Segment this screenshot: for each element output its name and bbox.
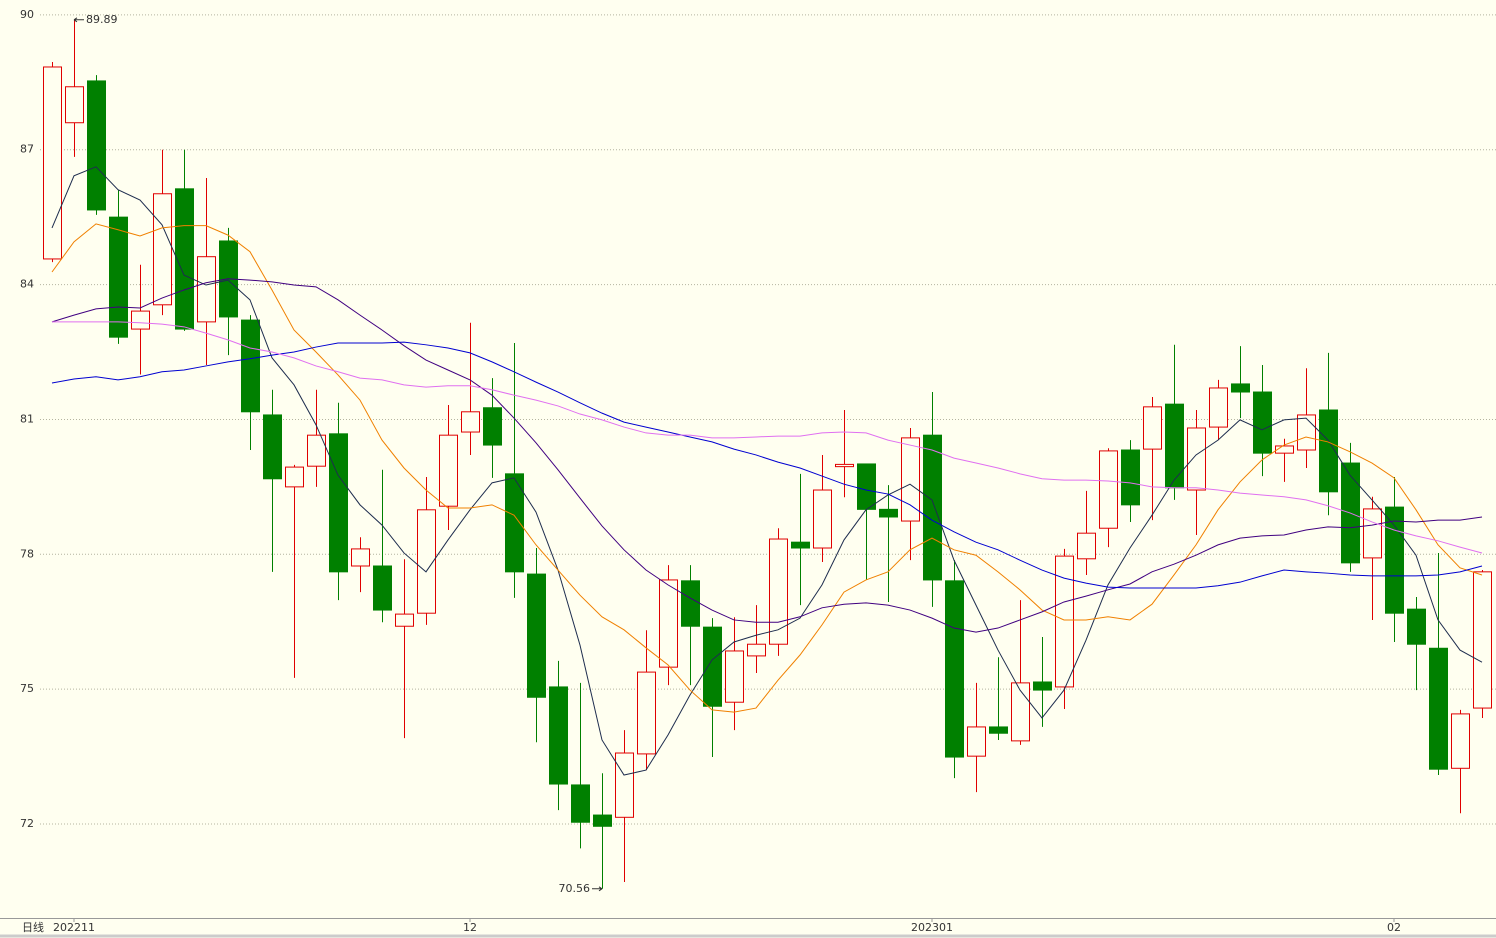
candle-body <box>351 548 370 567</box>
annotation-label: 70.56 <box>559 882 591 895</box>
candle-body <box>439 434 458 507</box>
y-tick-label: 75 <box>20 682 34 695</box>
moving-average-line <box>51 223 1483 713</box>
y-tick-label: 78 <box>20 547 34 560</box>
candle-body <box>747 643 766 657</box>
annotation-label: 89.89 <box>86 13 118 26</box>
candle-body <box>791 541 810 549</box>
candle-body <box>527 573 546 698</box>
candle-body <box>1319 409 1338 493</box>
candle-body <box>615 752 634 818</box>
candle-body <box>1165 403 1184 489</box>
moving-average-line <box>51 278 1483 633</box>
candle-body <box>1231 383 1250 393</box>
annotation-arrow <box>592 886 603 892</box>
candle-body <box>835 463 854 468</box>
candle-body <box>857 463 876 510</box>
candle-body <box>1407 608 1426 645</box>
candle-body <box>769 538 788 645</box>
y-tick-label: 81 <box>20 412 34 425</box>
candle-body <box>241 319 260 413</box>
moving-average-line <box>51 166 1483 776</box>
candle-body <box>923 434 942 581</box>
candle-body <box>1363 508 1382 559</box>
candle-body <box>175 188 194 330</box>
candle-body <box>395 613 414 627</box>
candle-body <box>197 256 216 323</box>
x-tick-label: 12 <box>463 921 477 934</box>
candle-body <box>813 489 832 549</box>
candle-body <box>65 86 84 124</box>
candle-body <box>549 686 568 785</box>
candle-body <box>879 508 898 518</box>
period-label: 日线 <box>22 920 44 934</box>
candle-body <box>725 650 744 703</box>
x-tick-label: 202211 <box>53 921 95 934</box>
x-tick-label: 02 <box>1387 921 1401 934</box>
candle-body <box>571 784 590 823</box>
y-tick-label: 87 <box>20 143 34 156</box>
candle-body <box>989 726 1008 734</box>
moving-average-line <box>52 321 1483 554</box>
candle-body <box>945 580 964 758</box>
candle-body <box>461 411 480 433</box>
candle-body <box>263 414 282 480</box>
candle-body <box>483 407 502 446</box>
candle-body <box>703 626 722 707</box>
candle-body <box>285 466 304 488</box>
candle-body <box>1099 450 1118 529</box>
annotation-arrow <box>73 17 84 23</box>
candle-body <box>1275 445 1294 454</box>
candle-body <box>1187 427 1206 491</box>
candle-body <box>901 437 920 522</box>
candle-body <box>1297 414 1316 451</box>
candle-body <box>109 216 128 338</box>
y-tick-label: 72 <box>20 817 34 830</box>
candle-body <box>153 193 172 306</box>
candle-body <box>1143 406 1162 450</box>
candle-body <box>1033 681 1052 691</box>
candle-body <box>1055 555 1074 688</box>
candle-body <box>131 310 150 330</box>
candle-body <box>1077 532 1096 560</box>
y-tick-label: 84 <box>20 278 34 291</box>
candle-body <box>329 433 348 573</box>
candle-body <box>593 814 612 827</box>
y-tick-label: 90 <box>20 8 34 21</box>
moving-average-line <box>51 341 1483 589</box>
candle-body <box>87 80 106 211</box>
candle-body <box>1011 682 1030 742</box>
candle-body <box>1385 506 1404 614</box>
candle-body <box>637 671 656 755</box>
candle-body <box>1473 571 1492 709</box>
x-tick-label: 202301 <box>911 921 953 934</box>
candle-body <box>659 579 678 668</box>
candle-body <box>373 565 392 611</box>
candle-body <box>43 66 62 260</box>
candle-body <box>1451 713 1470 769</box>
candle-body <box>1253 391 1272 454</box>
candle-body <box>681 580 700 627</box>
candle-body <box>1121 449 1140 506</box>
candle-body <box>1209 387 1228 428</box>
candle-body <box>967 726 986 757</box>
candle-body <box>1429 647 1448 770</box>
candle-body <box>307 434 326 467</box>
candle-body <box>417 509 436 614</box>
candle-body <box>505 473 524 573</box>
